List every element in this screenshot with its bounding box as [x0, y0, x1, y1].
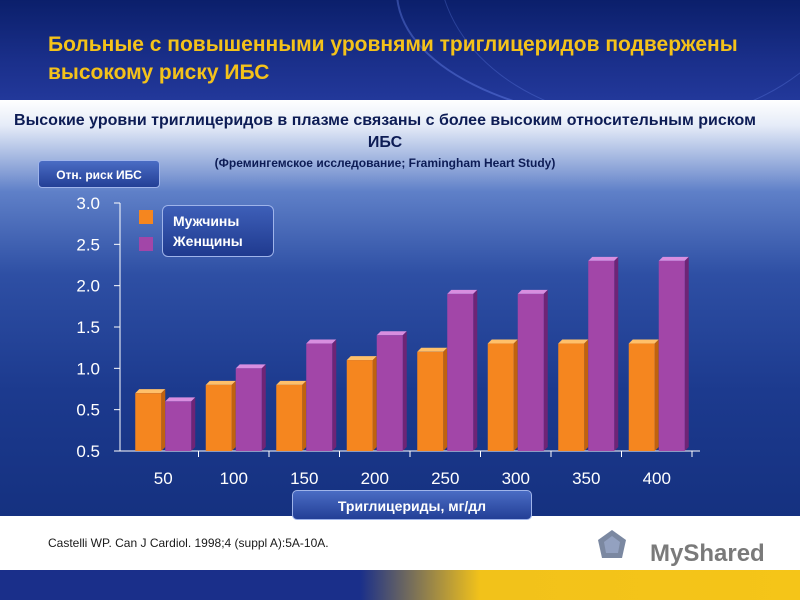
x-tick-label: 50	[154, 469, 173, 488]
bar-women	[517, 293, 544, 451]
bar-top-men	[628, 339, 659, 344]
bar-side-men	[231, 380, 236, 451]
bar-side-women	[684, 256, 689, 451]
x-tick-label: 350	[572, 469, 600, 488]
bar-men	[346, 360, 373, 451]
bar-top-men	[346, 356, 377, 361]
bar-top-women	[235, 364, 266, 369]
y-axis-label: Отн. риск ИБС	[38, 160, 160, 188]
bar-side-women	[614, 256, 619, 451]
bar-side-men	[513, 339, 518, 451]
bar-women	[306, 343, 333, 451]
slide-title: Больные с повышенными уровнями триглицер…	[48, 33, 738, 84]
y-tick-label: 0.5	[76, 401, 100, 420]
bar-women	[165, 401, 192, 451]
legend-swatch-men	[139, 210, 153, 224]
bar-top-women	[376, 331, 407, 336]
legend: Мужчины Женщины	[162, 205, 274, 257]
bar-women	[447, 293, 474, 451]
x-tick-label: 100	[220, 469, 248, 488]
logo-icon	[598, 530, 626, 558]
x-tick-label: 400	[643, 469, 671, 488]
bar-top-men	[417, 347, 448, 352]
legend-label-women: Женщины	[173, 233, 243, 249]
footer-band	[0, 570, 800, 600]
bar-top-women	[517, 289, 548, 294]
y-tick-label: 3.0	[76, 194, 100, 213]
bar-side-women	[191, 397, 196, 451]
bar-women	[235, 368, 262, 451]
bar-top-men	[276, 380, 307, 385]
bar-top-women	[658, 256, 689, 261]
bar-women	[376, 335, 403, 451]
bar-side-men	[161, 389, 166, 451]
logo-watermark: MyShared	[650, 540, 765, 567]
bar-top-women	[588, 256, 619, 261]
bar-men	[135, 393, 162, 451]
bar-men	[276, 384, 303, 451]
bar-women	[658, 260, 685, 451]
bar-women	[588, 260, 615, 451]
x-tick-label: 300	[502, 469, 530, 488]
bar-top-men	[558, 339, 589, 344]
bar-top-women	[306, 339, 337, 344]
bar-side-women	[543, 289, 548, 451]
bar-side-men	[654, 339, 659, 451]
bar-side-women	[473, 289, 478, 451]
y-tick-label: 1.5	[76, 318, 100, 337]
bar-side-men	[443, 347, 448, 451]
legend-label-men: Мужчины	[173, 213, 240, 229]
x-axis-label: Триглицериды, мг/дл	[292, 490, 532, 520]
source-citation: Castelli WP. Can J Cardiol. 1998;4 (supp…	[48, 536, 329, 550]
bar-top-women	[447, 289, 478, 294]
chart-subtitle: (Фремингемское исследование; Framingham …	[214, 156, 556, 170]
y-tick-label: 0.5	[76, 442, 100, 461]
bar-side-men	[302, 380, 307, 451]
x-tick-label: 150	[290, 469, 318, 488]
y-tick-label: 1.0	[76, 359, 100, 378]
bar-side-men	[372, 356, 377, 451]
bar-top-men	[205, 380, 236, 385]
x-tick-label: 200	[361, 469, 389, 488]
bar-men	[417, 351, 444, 451]
header-banner: Больные с повышенными уровнями триглицер…	[0, 0, 800, 100]
bar-side-women	[332, 339, 337, 451]
x-tick-label: 250	[431, 469, 459, 488]
bar-top-men	[135, 389, 166, 394]
bar-men	[205, 384, 232, 451]
bar-top-women	[165, 397, 196, 402]
y-tick-label: 2.5	[76, 235, 100, 254]
bar-side-women	[261, 364, 266, 451]
bar-men	[487, 343, 514, 451]
bar-men	[558, 343, 585, 451]
bar-side-women	[402, 331, 407, 451]
bar-top-men	[487, 339, 518, 344]
bar-side-men	[584, 339, 589, 451]
bar-men	[628, 343, 655, 451]
legend-swatch-women	[139, 237, 153, 251]
y-tick-label: 2.0	[76, 277, 100, 296]
chart-title: Высокие уровни триглицеридов в плазме св…	[14, 112, 756, 151]
